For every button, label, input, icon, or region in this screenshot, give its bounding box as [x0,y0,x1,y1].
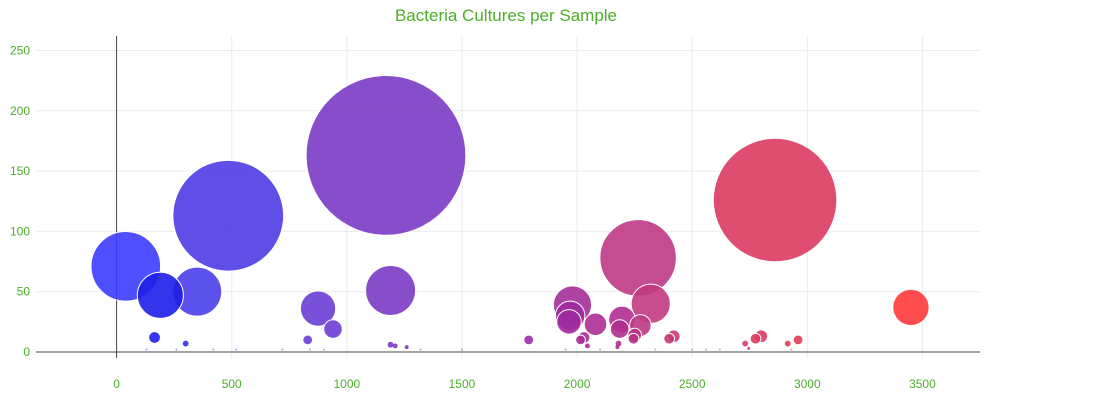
bubble-point[interactable] [181,339,190,348]
x-tick-label: 3000 [794,377,821,391]
x-tick-label: 2000 [564,377,591,391]
x-tick-label: 1000 [333,377,360,391]
bubble-point[interactable] [575,334,586,346]
bubble-point[interactable] [419,348,422,351]
y-tick-label: 150 [10,164,30,178]
bubble-point[interactable] [691,348,694,351]
bubble-point[interactable] [627,332,640,345]
bubble-point[interactable] [599,348,602,351]
x-tick-label: 2500 [679,377,706,391]
bubble-point[interactable] [387,341,394,348]
bubble-point[interactable] [145,348,148,351]
y-tick-label: 200 [10,104,30,118]
bubble-point[interactable] [718,348,721,351]
bubble-point[interactable] [663,332,676,345]
bubble-point[interactable] [281,348,284,351]
y-tick-label: 100 [10,224,30,238]
bubble-point[interactable] [404,345,409,350]
y-tick-label: 50 [17,285,31,299]
bubble-point[interactable] [148,331,161,344]
bubble-point[interactable] [323,319,343,339]
x-tick-label: 0 [113,377,120,391]
bubble-point[interactable] [172,159,285,272]
bubble-point[interactable] [322,348,325,351]
x-tick-label: 3500 [909,377,936,391]
bubble-point[interactable] [583,312,608,337]
bubble-point[interactable] [136,271,184,319]
bubble-point[interactable] [705,348,708,351]
bubble-point[interactable] [392,343,398,349]
bubble-point[interactable] [609,319,630,339]
bubble-point[interactable] [792,334,804,346]
y-tick-label: 0 [23,345,30,359]
bubble-point[interactable] [599,219,677,297]
bubble-point[interactable] [749,332,762,345]
y-tick-label: 250 [10,43,30,57]
bubble-point[interactable] [212,348,215,351]
tick-labels: 0 500 1000 1500 2000 2500 3000 3500 0 50 100 150 200… [10,43,936,391]
bubble-point[interactable] [175,348,178,351]
x-tick-label: 500 [222,377,242,391]
bubble-point[interactable] [741,339,750,348]
bubble-point[interactable] [308,348,311,351]
bubble-point[interactable] [747,346,751,350]
bubble-point[interactable] [654,348,657,351]
bubble-point[interactable] [790,348,793,351]
bubble-point[interactable] [783,339,792,348]
x-tick-label: 1500 [449,377,476,391]
bubble-layer [90,75,930,351]
bubble-point[interactable] [615,345,620,350]
bubble-point[interactable] [564,348,567,351]
bubble-point[interactable] [584,343,590,349]
axes [36,36,980,358]
bubble-point[interactable] [712,137,838,263]
bubble-point[interactable] [460,348,463,351]
chart-title: Bacteria Cultures per Sample [395,6,617,25]
bubble-point[interactable] [235,348,238,351]
bubble-point[interactable] [523,334,535,346]
bubble-point[interactable] [365,264,417,316]
bubble-point[interactable] [892,288,930,326]
bubble-point[interactable] [305,75,467,236]
bubble-point[interactable] [556,309,582,335]
bubble-point[interactable] [302,334,314,346]
bubble-point[interactable] [299,290,337,327]
